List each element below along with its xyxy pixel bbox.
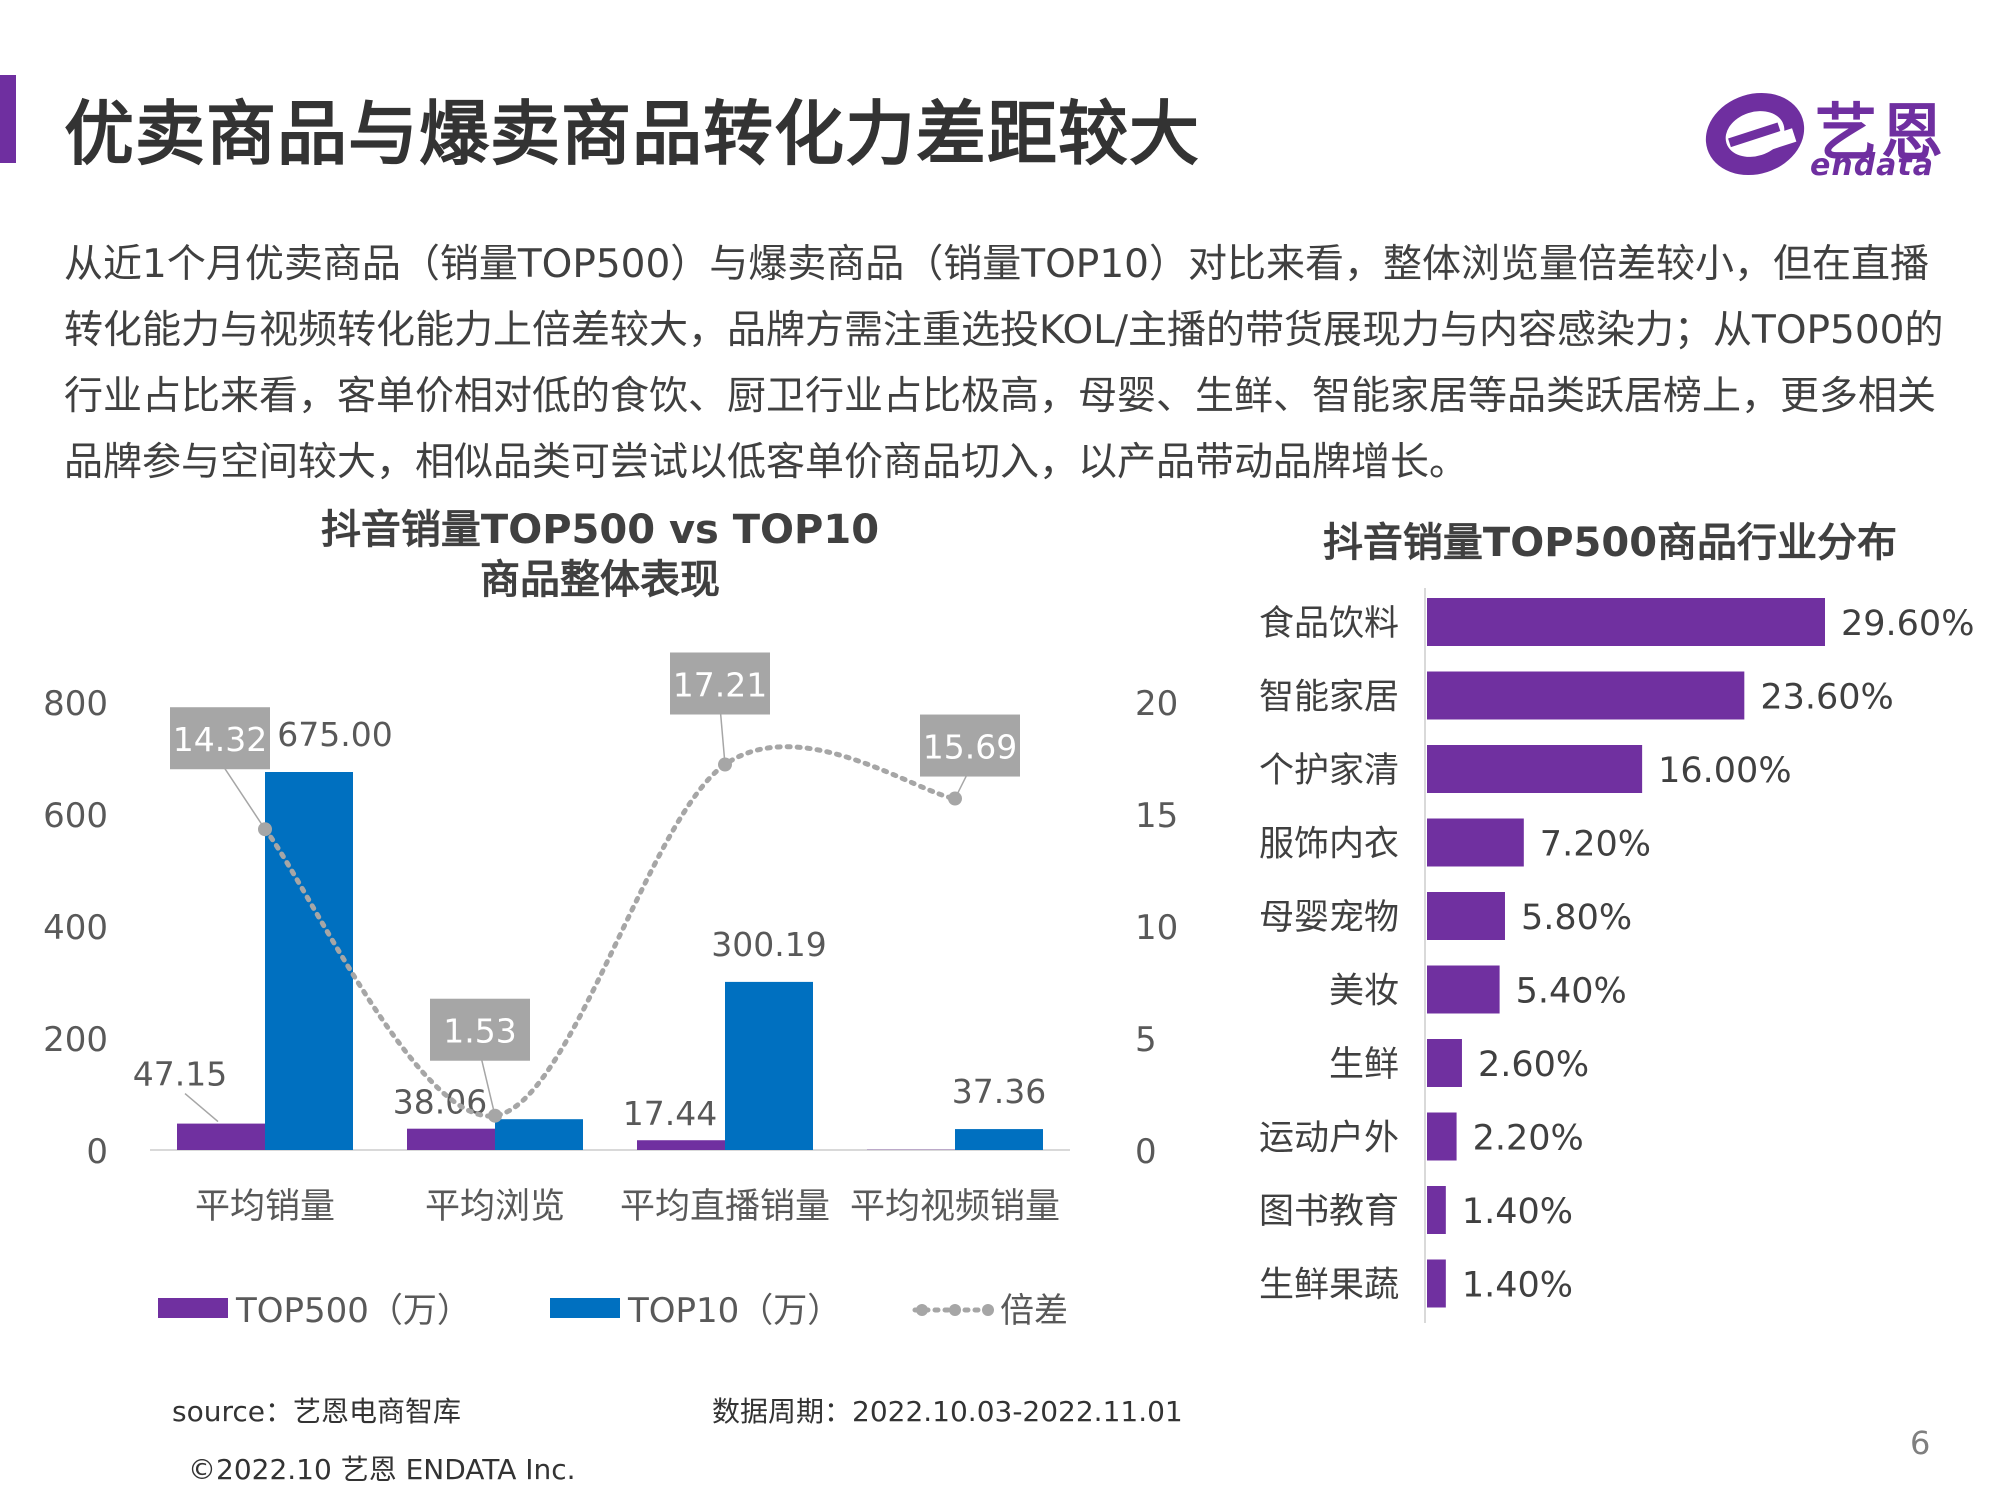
page-number: 6 [1910, 1424, 1931, 1462]
x-category-label: 平均浏览 [425, 1187, 565, 1227]
bar-value-label: 23.60% [1760, 678, 1893, 718]
category-label: 生鲜果蔬 [1259, 1266, 1399, 1306]
y-left-tick-label: 0 [86, 1132, 108, 1172]
bar-value-label: 7.20% [1540, 825, 1651, 865]
multiple-callout-box [170, 707, 270, 770]
legend-swatch-top500 [158, 1298, 228, 1318]
data-label-top10: 675.00 [277, 715, 392, 754]
footer-copyright: ©2022.10 艺恩 ENDATA Inc. [188, 1453, 576, 1486]
left-chart-title: 抖音销量TOP500 vs TOP10 商品整体表现 [200, 505, 1000, 605]
y-right-tick-label: 0 [1135, 1132, 1157, 1172]
industry-bar [1427, 598, 1825, 646]
category-label: 运动户外 [1259, 1119, 1399, 1159]
data-label-top10: 37.36 [952, 1072, 1046, 1111]
legend-label-top500: TOP500（万） [235, 1291, 471, 1331]
data-label-multiple: 1.53 [443, 1012, 516, 1051]
industry-bar [1427, 1112, 1457, 1161]
bar-top10 [495, 1119, 583, 1150]
y-left-tick-label: 600 [43, 796, 108, 836]
data-label-top500: 17.44 [623, 1094, 717, 1133]
category-label: 美妆 [1329, 972, 1399, 1012]
page-title: 优卖商品与爆卖商品转化力差距较大 [64, 93, 1200, 175]
left-combo-chart: 0 200 400 600 800 0 5 10 15 20 平均销量 47.15 675.00 平均浏览… [43, 652, 1178, 1331]
industry-bar [1427, 818, 1524, 867]
bar-value-label: 29.60% [1841, 604, 1974, 644]
x-category-label: 平均视频销量 [850, 1187, 1060, 1227]
bar-value-label: 16.00% [1658, 751, 1791, 791]
category-label: 食品饮料 [1259, 604, 1399, 644]
industry-bar [1427, 671, 1745, 720]
x-category-label: 平均直播销量 [620, 1187, 830, 1227]
legend-marker-multiple [949, 1304, 961, 1316]
title-accent-bar [0, 75, 16, 163]
right-chart-title: 抖音销量TOP500商品行业分布 [1322, 520, 1898, 566]
bar-value-label: 1.40% [1462, 1192, 1573, 1232]
legend-swatch-top10 [550, 1298, 620, 1318]
multiple-callout-box [430, 998, 530, 1061]
category-label: 生鲜 [1329, 1045, 1399, 1085]
footer-source: source：艺恩电商智库 [172, 1395, 461, 1428]
legend-marker-multiple [916, 1304, 928, 1316]
data-label-top10: 300.19 [711, 925, 826, 964]
multiple-callout-box [920, 714, 1020, 777]
leader-line [184, 1093, 219, 1123]
right-bar-chart: 食品饮料 29.60% 智能家居 23.60% 个护家清 16.00% 服饰内衣 7.20% 母… [1259, 588, 1974, 1323]
data-label-multiple: 15.69 [923, 728, 1017, 767]
intro-paragraph: 从近1个月优卖商品（销量TOP500）与爆卖商品（销量TOP10）对比来看，整体… [64, 242, 1944, 485]
bar-value-label: 5.80% [1521, 898, 1632, 938]
endata-logo-icon [1705, 92, 1805, 176]
y-right-tick-label: 15 [1135, 796, 1178, 836]
industry-bar [1427, 1039, 1462, 1087]
left-chart-title-line1: 抖音销量TOP500 vs TOP10 [320, 507, 880, 553]
multiple-callout-box [670, 652, 770, 715]
y-left-tick-label: 200 [43, 1020, 108, 1060]
legend-label-top10: TOP10（万） [627, 1291, 841, 1331]
x-category-label: 平均销量 [195, 1187, 335, 1227]
industry-bar [1427, 745, 1643, 793]
callout-leader [479, 1052, 496, 1116]
y-left-tick-label: 400 [43, 908, 108, 948]
industry-bar [1427, 892, 1505, 940]
bar-top500 [407, 1128, 495, 1150]
callout-leader [719, 706, 726, 765]
y-right-tick-label: 20 [1135, 684, 1178, 724]
category-label: 图书教育 [1259, 1192, 1399, 1232]
footer-period: 数据周期：2022.10.03-2022.11.01 [712, 1395, 1183, 1428]
y-left-tick-label: 800 [43, 684, 108, 724]
endata-logo: 艺恩 endata [1700, 82, 1950, 183]
bar-top500 [637, 1140, 725, 1150]
industry-bar [1427, 965, 1500, 1014]
data-label-top500: 47.15 [133, 1055, 227, 1094]
y-right-tick-label: 5 [1135, 1020, 1157, 1060]
callout-leader [219, 760, 266, 830]
y-right-tick-label: 10 [1135, 908, 1178, 948]
category-label: 母婴宠物 [1259, 898, 1399, 938]
bar-top500 [177, 1123, 265, 1150]
category-label: 个护家清 [1259, 751, 1399, 791]
multiple-point [488, 1108, 502, 1123]
legend-label-multiple: 倍差 [1000, 1291, 1068, 1331]
bar-top10 [265, 772, 353, 1150]
data-label-multiple: 14.32 [173, 720, 267, 759]
multiple-line [262, 744, 958, 1119]
category-label: 智能家居 [1259, 678, 1399, 718]
legend-marker-multiple [982, 1304, 994, 1316]
bar-value-label: 2.60% [1478, 1045, 1589, 1085]
bar-top10 [955, 1129, 1043, 1150]
industry-bar [1427, 1186, 1446, 1234]
data-label-multiple: 17.21 [673, 665, 767, 704]
logo-text-cn: 艺恩 [1815, 96, 1948, 169]
industry-bar [1427, 1259, 1446, 1308]
bar-value-label: 5.40% [1516, 972, 1627, 1012]
left-chart-title-line2: 商品整体表现 [480, 557, 720, 603]
bar-top10 [725, 981, 813, 1150]
logo-text-en: endata [1810, 148, 1935, 183]
bar-value-label: 1.40% [1462, 1266, 1573, 1306]
category-label: 服饰内衣 [1259, 825, 1399, 865]
bar-value-label: 2.20% [1473, 1119, 1584, 1159]
